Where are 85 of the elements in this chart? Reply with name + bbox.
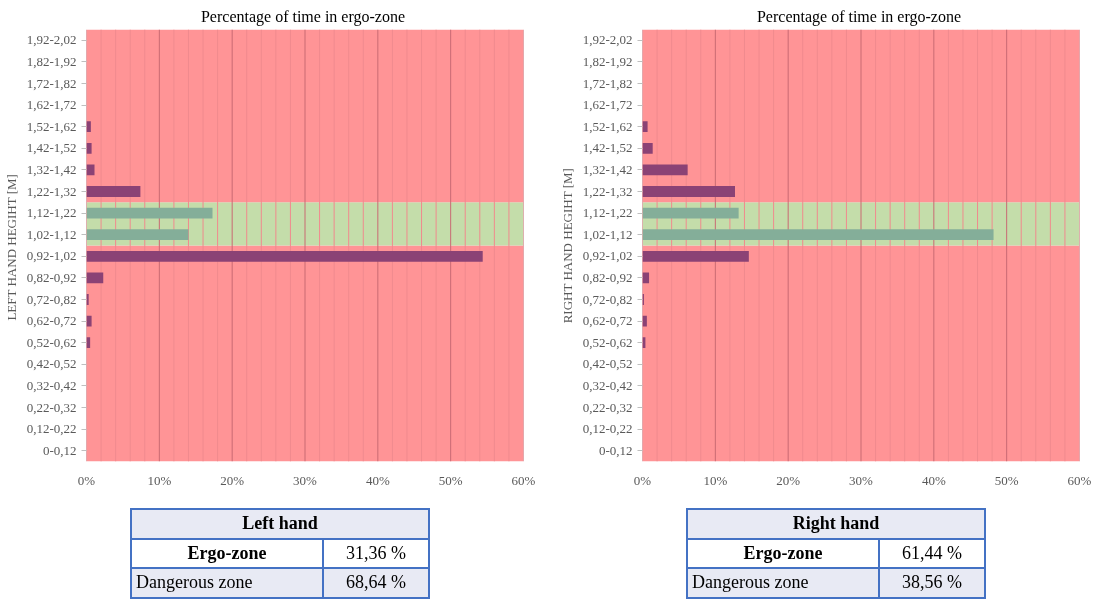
chart-title: Percentage of time in ergo-zone	[200, 7, 406, 26]
y-tick-label: 0,32-0,42	[26, 377, 77, 393]
y-tick-label: 1,22-1,32	[582, 183, 633, 199]
x-tick-label: 50%	[438, 472, 463, 488]
y-tick-label: 0,52-0,62	[26, 334, 77, 350]
bar	[642, 121, 648, 133]
bar	[86, 250, 483, 262]
y-tick-label: 1,92-2,02	[582, 32, 633, 48]
bar	[86, 121, 91, 133]
y-tick-label: 0,62-0,72	[582, 313, 633, 329]
y-tick-label: 1,32-1,42	[582, 161, 633, 177]
y-tick-label: 0,82-0,92	[26, 269, 77, 285]
text: Dangerous zone	[687, 568, 879, 599]
y-tick-label: 1,82-1,92	[26, 53, 77, 69]
y-tick-label: 1,92-2,02	[26, 32, 77, 48]
x-tick-label: 10%	[703, 472, 728, 488]
y-tick-label: 1,72-1,82	[26, 75, 77, 91]
text: Left hand	[131, 509, 429, 539]
y-axis-title: LEFT HAND HEGIHT [M]	[3, 174, 19, 321]
bar	[642, 315, 647, 327]
y-tick-label: 1,52-1,62	[26, 118, 77, 134]
text: 31,36 %	[322, 538, 429, 569]
x-tick-label: 0%	[77, 472, 96, 488]
text: Ergo-zone	[131, 538, 323, 569]
y-tick-label: 1,52-1,62	[582, 118, 633, 134]
text: 61,44 %	[878, 538, 985, 569]
y-tick-label: 0,42-0,52	[582, 356, 633, 372]
bar	[86, 142, 92, 154]
x-tick-label: 20%	[776, 472, 801, 488]
text: 68,64 %	[322, 568, 429, 599]
x-tick-label: 60%	[1067, 472, 1092, 488]
y-tick-label: 1,62-1,72	[582, 97, 633, 113]
x-tick-label: 30%	[849, 472, 874, 488]
y-tick-label: 1,42-1,52	[582, 140, 633, 156]
bar	[86, 164, 95, 176]
y-tick-label: 0,72-0,82	[26, 291, 77, 307]
bar	[86, 315, 92, 327]
bar	[86, 186, 141, 197]
x-tick-label: 50%	[994, 472, 1019, 488]
text: Right hand	[687, 509, 985, 539]
text: Ergo-zone	[687, 538, 879, 569]
x-tick-label: 20%	[220, 472, 245, 488]
y-tick-label: 0,82-0,92	[582, 269, 633, 285]
y-tick-label: 0,12-0,22	[582, 421, 633, 437]
y-tick-label: 0-0,12	[598, 442, 633, 458]
y-tick-label: 0-0,12	[42, 442, 77, 458]
bar	[86, 229, 189, 241]
y-tick-label: 1,82-1,92	[582, 53, 633, 69]
bar	[86, 294, 89, 305]
y-tick-label: 0,32-0,42	[582, 377, 633, 393]
bar	[642, 207, 739, 219]
y-tick-label: 1,02-1,12	[26, 226, 77, 242]
bar	[642, 186, 735, 197]
x-tick-label: 60%	[511, 472, 536, 488]
bar	[642, 229, 994, 241]
y-tick-label: 1,02-1,12	[582, 226, 633, 242]
chart-title: Percentage of time in ergo-zone	[756, 7, 962, 26]
x-tick-label: 40%	[921, 472, 946, 488]
y-tick-label: 0,22-0,32	[26, 399, 77, 415]
y-tick-label: 0,22-0,32	[582, 399, 633, 415]
y-tick-label: 0,92-1,02	[582, 248, 633, 264]
y-tick-label: 0,92-1,02	[26, 248, 77, 264]
text: Dangerous zone	[131, 568, 323, 599]
y-tick-label: 1,12-1,22	[26, 205, 77, 221]
y-tick-label: 1,32-1,42	[26, 161, 77, 177]
x-tick-label: 40%	[365, 472, 390, 488]
y-tick-label: 1,42-1,52	[26, 140, 77, 156]
bar	[642, 164, 688, 176]
y-tick-label: 1,72-1,82	[582, 75, 633, 91]
x-tick-label: 30%	[293, 472, 318, 488]
y-tick-label: 0,42-0,52	[26, 356, 77, 372]
y-tick-label: 1,12-1,22	[582, 205, 633, 221]
y-tick-label: 0,72-0,82	[582, 291, 633, 307]
y-axis-title: RIGHT HAND HEGIHT [M]	[559, 168, 575, 324]
x-tick-label: 10%	[147, 472, 172, 488]
bar	[642, 142, 653, 154]
bar	[642, 250, 749, 262]
y-tick-label: 0,62-0,72	[26, 313, 77, 329]
y-tick-label: 0,52-0,62	[582, 334, 633, 350]
y-tick-label: 0,12-0,22	[26, 421, 77, 437]
y-tick-label: 1,62-1,72	[26, 97, 77, 113]
bar	[86, 207, 213, 219]
y-tick-label: 1,22-1,32	[26, 183, 77, 199]
text: 38,56 %	[878, 568, 985, 599]
x-tick-label: 0%	[633, 472, 652, 488]
